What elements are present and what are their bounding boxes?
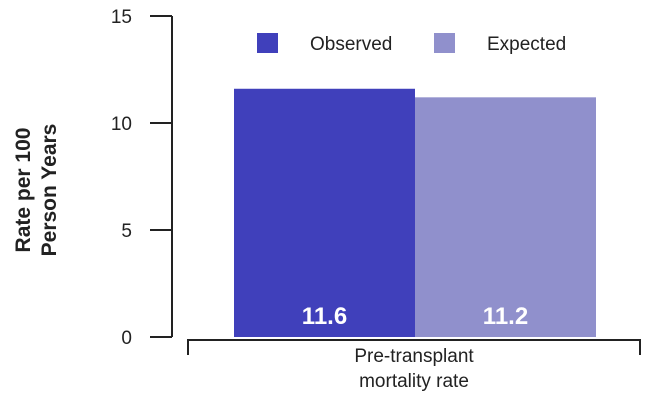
legend-swatch-expected [434, 33, 455, 53]
legend-label-expected: Expected [487, 34, 566, 55]
bars-group: 11.6 11.2 [234, 88, 596, 337]
y-axis-ticks: 0 5 10 15 [111, 7, 172, 349]
bar-expected [415, 97, 596, 337]
y-tick-label: 5 [121, 221, 132, 242]
legend-label-observed: Observed [310, 34, 392, 55]
y-axis-title-line-1: Rate per 100 [12, 128, 35, 253]
bar-value-label-expected: 11.2 [483, 303, 528, 330]
legend: Observed Expected [257, 33, 566, 55]
bar-observed [234, 88, 415, 337]
x-category-label-line-1: Pre-transplant [354, 346, 474, 367]
bar-value-label-observed: 11.6 [302, 303, 347, 330]
y-axis-title: Rate per 100 Person Years [12, 124, 61, 257]
y-tick-label: 15 [111, 7, 132, 28]
legend-swatch-observed [257, 33, 278, 53]
x-category-label-line-2: mortality rate [359, 371, 469, 392]
y-tick-label: 0 [121, 328, 132, 349]
x-axis-bracket [187, 339, 641, 355]
y-axis-title-line-2: Person Years [38, 124, 61, 257]
y-tick-label: 10 [111, 114, 132, 135]
